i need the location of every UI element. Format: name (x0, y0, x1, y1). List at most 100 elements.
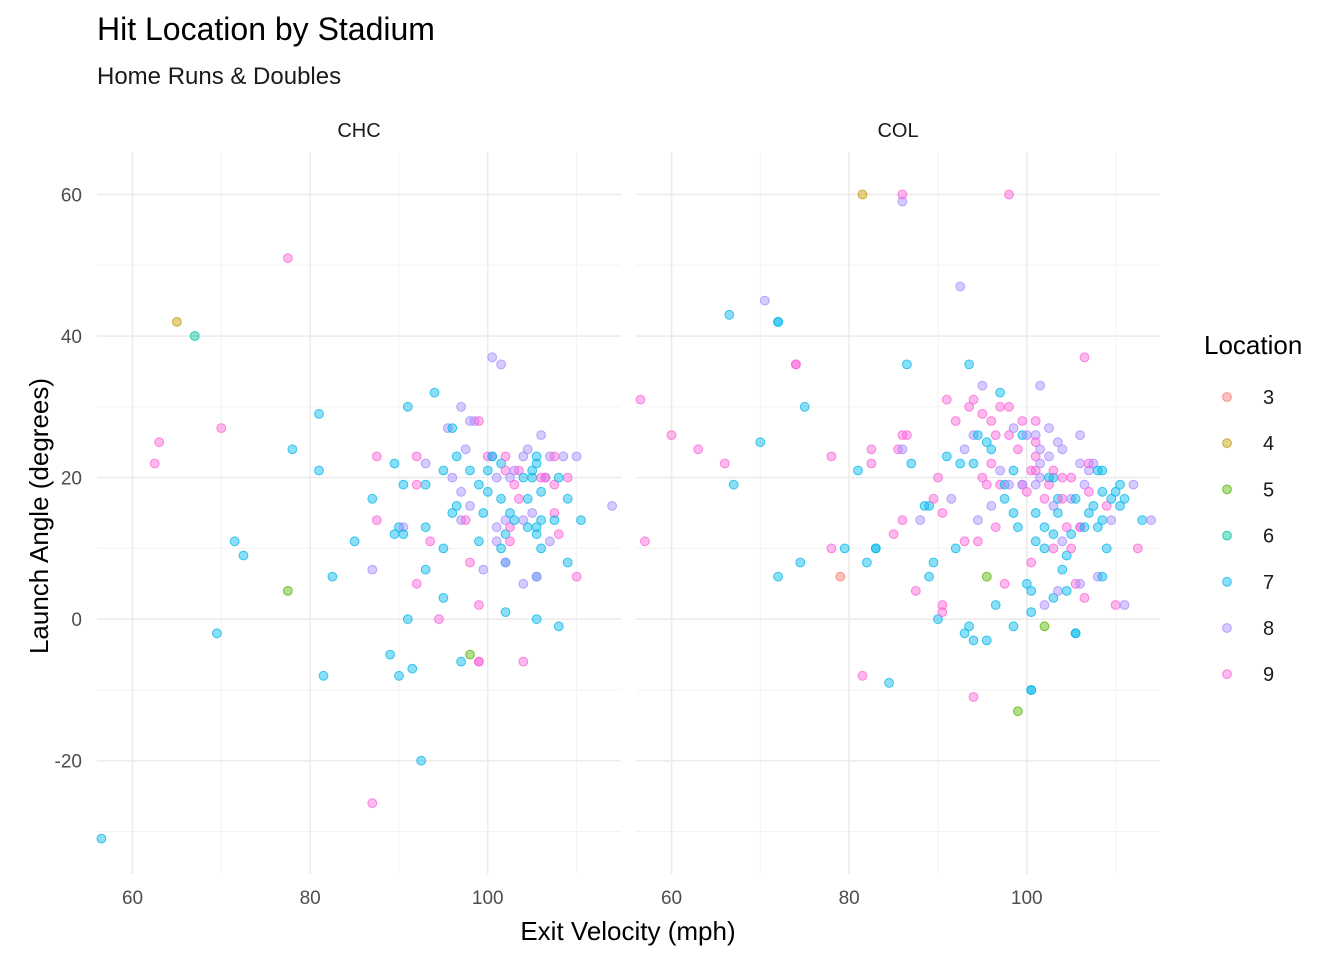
data-point (456, 486, 467, 497)
data-point (420, 522, 431, 533)
data-point (1004, 479, 1014, 490)
data-point (1030, 451, 1041, 462)
data-point (549, 479, 560, 490)
data-point (1057, 536, 1068, 547)
data-point (367, 493, 378, 504)
data-point (283, 586, 293, 596)
data-point (505, 472, 515, 483)
y-tick-label: 0 (71, 610, 82, 631)
chart-subtitle: Home Runs & Doubles (97, 63, 341, 90)
data-point (558, 451, 569, 462)
data-point (314, 409, 324, 419)
data-point (1079, 522, 1090, 533)
data-point (1035, 458, 1045, 469)
data-point (1119, 600, 1130, 610)
data-point (986, 416, 997, 426)
data-point (500, 529, 511, 540)
data-point (562, 557, 573, 568)
legend-item: 4 (1222, 433, 1274, 455)
data-point (1088, 501, 1099, 511)
data-point (1115, 479, 1125, 490)
data-point (474, 536, 484, 547)
data-point (1030, 536, 1041, 547)
data-point (1026, 685, 1037, 695)
data-point (314, 465, 324, 476)
data-point (576, 515, 586, 525)
data-point (773, 571, 783, 582)
data-point (968, 458, 979, 469)
data-point (531, 522, 542, 533)
data-point (1110, 486, 1121, 497)
data-point (915, 515, 926, 525)
x-tick-label: 80 (839, 888, 860, 909)
data-point (955, 458, 966, 469)
data-point (465, 501, 475, 511)
data-point (1030, 416, 1041, 426)
data-point (411, 451, 422, 462)
data-point (995, 465, 1005, 476)
data-point (1106, 493, 1117, 504)
data-point (447, 472, 458, 483)
data-point (1013, 444, 1023, 455)
data-point (536, 543, 546, 554)
data-point (562, 493, 573, 504)
data-point (1097, 465, 1108, 476)
data-point (1044, 451, 1054, 462)
legend-label: 5 (1263, 479, 1274, 501)
data-point (549, 515, 560, 525)
data-point (857, 189, 868, 200)
data-point (977, 409, 988, 419)
data-point (635, 394, 646, 405)
data-point (402, 401, 413, 412)
data-point (937, 607, 948, 617)
data-point (482, 486, 493, 497)
data-point (1084, 486, 1094, 497)
data-point (897, 515, 908, 525)
data-point (283, 253, 293, 264)
data-point (154, 437, 165, 448)
data-point (1021, 486, 1032, 497)
data-point (986, 444, 997, 455)
data-point (482, 465, 493, 476)
data-point (487, 451, 498, 462)
x-axis-title: Exit Velocity (mph) (520, 916, 735, 946)
legend-label: 9 (1263, 664, 1274, 686)
data-point (371, 451, 382, 462)
data-point (500, 557, 511, 568)
y-tick-label: 40 (61, 327, 82, 348)
data-point (866, 444, 877, 455)
data-point (1048, 529, 1059, 540)
x-tick-label: 80 (300, 888, 321, 909)
data-point (327, 571, 338, 582)
data-point (553, 472, 564, 483)
data-point (1021, 578, 1032, 589)
data-point (870, 543, 881, 554)
data-point (950, 543, 961, 554)
legend-title: Location (1204, 330, 1302, 360)
data-point (545, 536, 555, 547)
data-point (411, 578, 422, 589)
data-point (522, 444, 533, 455)
data-point (964, 621, 974, 632)
chart-title: Hit Location by Stadium (97, 11, 435, 47)
data-point (897, 444, 908, 455)
data-point (1061, 522, 1072, 533)
data-point (491, 522, 502, 533)
data-point (924, 501, 934, 511)
data-point (862, 557, 872, 568)
legend-item: 8 (1222, 618, 1274, 640)
data-point (402, 614, 413, 625)
data-point (693, 444, 704, 455)
data-point (719, 458, 730, 469)
data-point (371, 515, 382, 525)
data-point (1030, 479, 1041, 490)
data-point (1101, 501, 1112, 511)
data-point (509, 515, 520, 525)
data-point (981, 437, 992, 448)
data-point (937, 508, 948, 518)
data-point (434, 614, 444, 625)
data-point (518, 578, 529, 589)
data-point (571, 451, 582, 462)
data-point (456, 656, 467, 667)
facet-label: COL (877, 120, 918, 142)
